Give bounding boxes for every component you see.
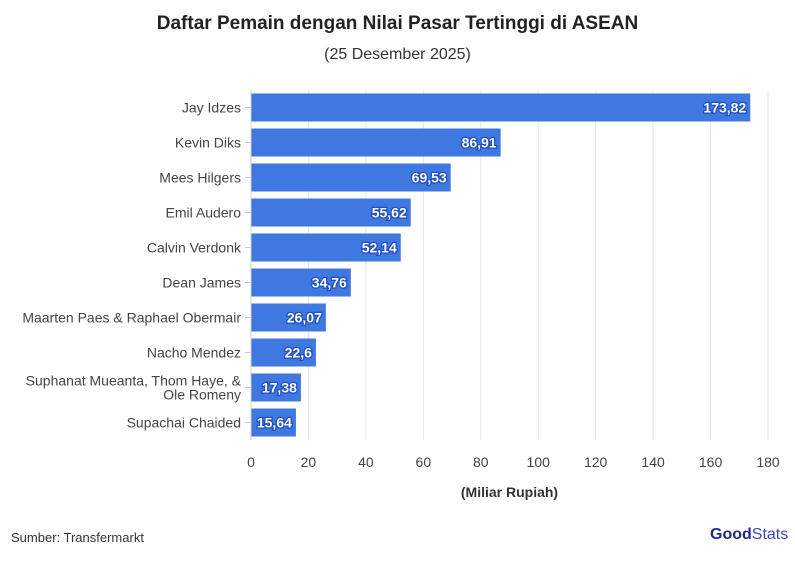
bar <box>251 408 296 437</box>
bar <box>251 233 401 262</box>
data-label: 15,64 <box>257 415 292 431</box>
bar <box>251 128 501 157</box>
x-axis-label: (Miliar Rupiah) <box>461 484 558 500</box>
x-tick-label: 80 <box>473 454 489 470</box>
x-tick-label: 180 <box>756 454 780 470</box>
category-label: Jay Idzes <box>182 100 241 116</box>
x-tick-label: 0 <box>247 454 255 470</box>
x-tick-label: 160 <box>699 454 723 470</box>
x-tick-label: 100 <box>527 454 551 470</box>
data-label: 86,91 <box>462 135 497 151</box>
x-tick-label: 20 <box>301 454 317 470</box>
category-label: Mees Hilgers <box>159 170 241 186</box>
data-label: 52,14 <box>362 240 397 256</box>
x-tick-label: 140 <box>641 454 665 470</box>
goodstats-logo: GoodStats <box>710 526 789 543</box>
bar <box>251 338 316 367</box>
bar <box>251 163 451 192</box>
x-tick-label: 60 <box>416 454 432 470</box>
x-tick-label: 120 <box>584 454 608 470</box>
category-label: Kevin Diks <box>175 135 241 151</box>
x-tick-label: 40 <box>358 454 374 470</box>
data-label: 17,38 <box>262 380 297 396</box>
chart-subtitle: (25 Desember 2025) <box>324 46 471 63</box>
category-label: Nacho Mendez <box>147 345 241 361</box>
category-label: Emil Audero <box>166 205 242 221</box>
category-label: Maarten Paes & Raphael Obermair <box>22 310 241 326</box>
chart-title: Daftar Pemain dengan Nilai Pasar Terting… <box>156 13 639 34</box>
data-label: 26,07 <box>287 310 322 326</box>
bar <box>251 373 301 402</box>
data-label: 34,76 <box>312 275 347 291</box>
category-label: Dean James <box>162 275 241 291</box>
data-label: 173,82 <box>703 100 746 116</box>
bar <box>251 303 326 332</box>
bar <box>251 93 751 122</box>
bar <box>251 268 351 297</box>
category-label: Supachai Chaided <box>127 415 241 431</box>
source-note: Sumber: Transfermarkt <box>11 530 144 545</box>
data-label: 69,53 <box>412 170 447 186</box>
category-label: Calvin Verdonk <box>147 240 242 256</box>
data-label: 55,62 <box>372 205 407 221</box>
category-label: Suphanat Mueanta, Thom Haye, & Ole Romeny <box>26 373 242 403</box>
bar <box>251 198 411 227</box>
data-label: 22,6 <box>285 345 312 361</box>
